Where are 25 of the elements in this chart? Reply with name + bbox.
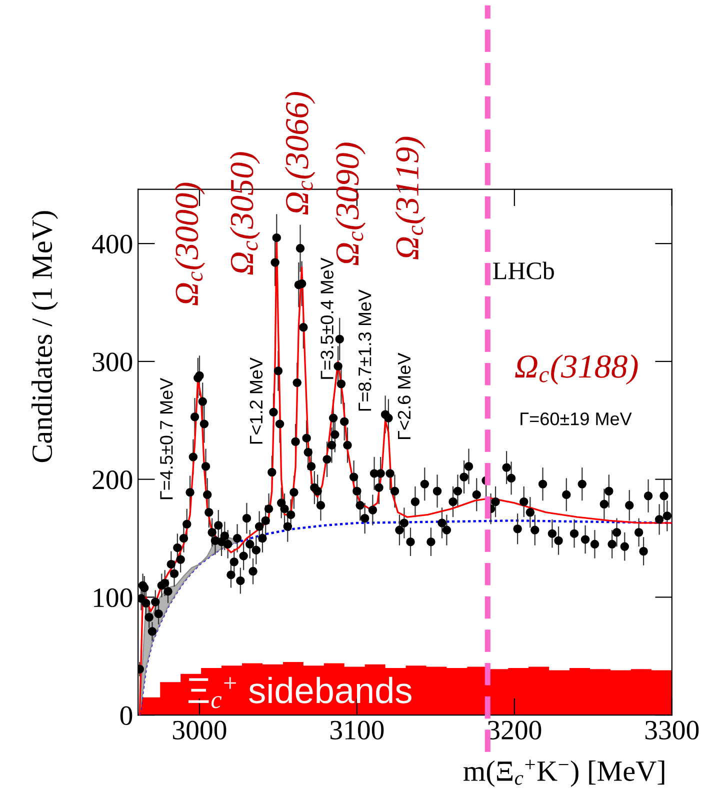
y-tick-label: 200 [92,470,132,490]
annotation: Γ<2.6 MeV [398,352,411,439]
annotation: Γ<1.2 MeV [250,358,263,444]
annotation: Ω$_{c}$(3050) [230,152,260,275]
annotation: Γ=60±19 MeV [520,412,632,426]
annotation: Ξ$_{c}$$^{+}$ sidebands [188,676,412,708]
annotation: Γ=8.7±1.3 MeV [358,289,372,411]
annotation: Ω$_{c}$(3066) [284,92,316,215]
annotation: Ω$_{c}$(3188) [515,354,638,385]
x-axis-title: m(Ξ$_{c}$$^{+}$K$^{−}$) [MeV] [464,760,664,787]
annotation: Ω$_{c}$(3000) [174,182,205,306]
annotation: Γ=3.5±0.4 MeV [320,258,334,379]
y-axis-title: Candidates / (1 MeV) [32,211,58,462]
x-tick-label: 3100 [330,720,384,740]
annotation: Ω$_{c}$(3090) [335,142,366,266]
y-tick-label: 300 [92,352,132,372]
x-tick-label: 3000 [173,720,226,740]
annotation: Ω$_{c}$(3119) [395,136,426,260]
y-tick-label: 400 [92,234,132,254]
y-tick-label: 0 [120,706,132,726]
annotation: Γ=4.5±0.7 MeV [160,378,173,500]
annotation: LHCb [493,262,554,280]
x-tick-label: 3200 [488,720,542,740]
y-tick-label: 100 [94,588,132,608]
x-tick-label: 3300 [645,720,699,740]
